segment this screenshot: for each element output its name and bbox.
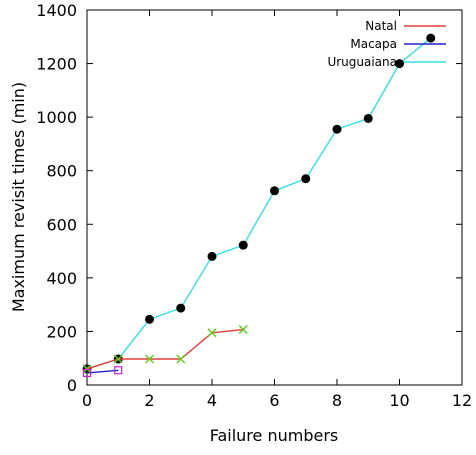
data-point [426, 33, 436, 43]
x-tick-label: 4 [207, 391, 217, 410]
plot-frame [86, 9, 463, 386]
y-tick-label: 0 [67, 376, 77, 395]
x-tick-label: 10 [389, 391, 409, 410]
y-tick-label: 400 [46, 269, 77, 288]
y-axis-title: Maximum revisit times (min) [9, 82, 28, 312]
series-line [86, 328, 244, 370]
y-tick-label: 200 [46, 322, 77, 341]
x-tick-label: 2 [144, 391, 154, 410]
data-point [82, 368, 92, 378]
data-point [207, 251, 217, 261]
data-point [207, 328, 217, 338]
data-point-stroke [176, 354, 186, 364]
data-point [363, 113, 373, 123]
data-point [145, 314, 154, 324]
data-point [144, 354, 155, 364]
data-point [176, 354, 186, 364]
series-natal [82, 325, 248, 374]
x-tick-label: 0 [82, 391, 92, 410]
series-macapa [82, 366, 123, 378]
legend-item: Macapa [350, 37, 446, 51]
data-point-stroke [238, 325, 248, 335]
y-tick-label: 1200 [36, 55, 77, 74]
x-tick-label: 12 [452, 391, 472, 410]
series-line [86, 37, 432, 370]
data-point [270, 186, 279, 196]
legend-item: Uruguaiana [327, 55, 446, 69]
y-tick-label: 1000 [36, 108, 77, 127]
y-tick-label: 600 [46, 215, 77, 234]
legend-item: Natal [365, 19, 446, 33]
data-point-stroke [207, 328, 217, 338]
data-point [238, 325, 248, 335]
data-point [301, 174, 311, 184]
data-point-stroke [113, 354, 123, 364]
data-point [395, 59, 404, 69]
data-point [176, 303, 186, 313]
data-point [114, 366, 123, 375]
legend: Natal Macapa Uruguaiana [327, 19, 446, 69]
data-point [238, 240, 248, 250]
series-group [82, 33, 436, 378]
legend-label: Macapa [350, 37, 397, 51]
series-uruguaiana [82, 33, 436, 374]
y-tick-label: 800 [46, 162, 77, 181]
data-point [113, 354, 123, 364]
y-tick-label: 1400 [36, 1, 77, 20]
x-tick-label: 8 [332, 391, 342, 410]
axes: 0 2 4 6 8 10 12 0 200 400 600 800 1000 1200 1400 [36, 1, 472, 410]
legend-label: Natal [365, 19, 397, 33]
legend-label: Uruguaiana [327, 55, 397, 69]
data-point [332, 124, 342, 134]
series-line [86, 369, 119, 374]
x-tick-label: 6 [269, 391, 279, 410]
x-axis-title: Failure numbers [210, 426, 339, 445]
data-point-stroke [144, 354, 155, 364]
